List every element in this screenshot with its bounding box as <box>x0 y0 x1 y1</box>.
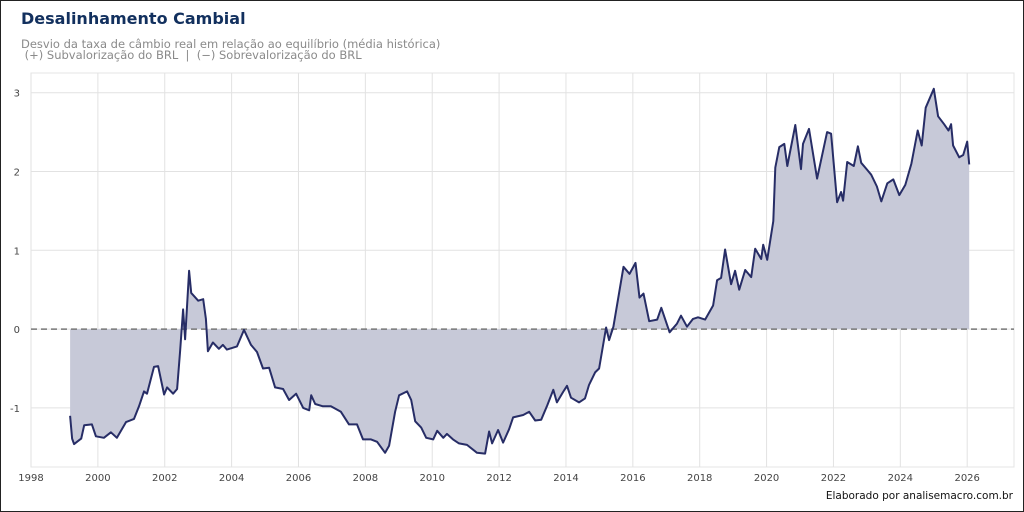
chart-subtitle-legend: (+) Subvalorização do BRL | (−) Sobreval… <box>21 48 362 62</box>
y-tick-label: 3 <box>14 89 20 100</box>
chart-subtitle: Desvio da taxa de câmbio real em relação… <box>21 37 441 51</box>
x-tick-label: 2012 <box>486 473 511 484</box>
x-tick-label: 2014 <box>553 473 578 484</box>
x-tick-label: 2024 <box>888 473 913 484</box>
y-tick-label: -1 <box>10 404 20 415</box>
y-tick-label: 0 <box>14 325 20 336</box>
deviation-area-fill <box>70 88 970 454</box>
y-tick-label: 2 <box>14 168 20 179</box>
x-tick-label: 2018 <box>687 473 712 484</box>
x-tick-label: 2002 <box>152 473 177 484</box>
x-tick-label: 2026 <box>954 473 979 484</box>
x-tick-label: 2010 <box>419 473 444 484</box>
x-tick-label: 2000 <box>85 473 110 484</box>
chart-title: Desalinhamento Cambial <box>21 9 246 28</box>
x-tick-label: 2004 <box>219 473 244 484</box>
x-tick-label: 2006 <box>286 473 311 484</box>
x-tick-label: 2022 <box>821 473 846 484</box>
x-tick-label: 2020 <box>754 473 779 484</box>
x-tick-label: 2016 <box>620 473 645 484</box>
footer-credit: Elaborado por analisemacro.com.br <box>825 490 1013 502</box>
x-tick-label: 1998 <box>18 473 43 484</box>
x-tick-label: 2008 <box>353 473 378 484</box>
y-tick-label: 1 <box>14 246 20 257</box>
